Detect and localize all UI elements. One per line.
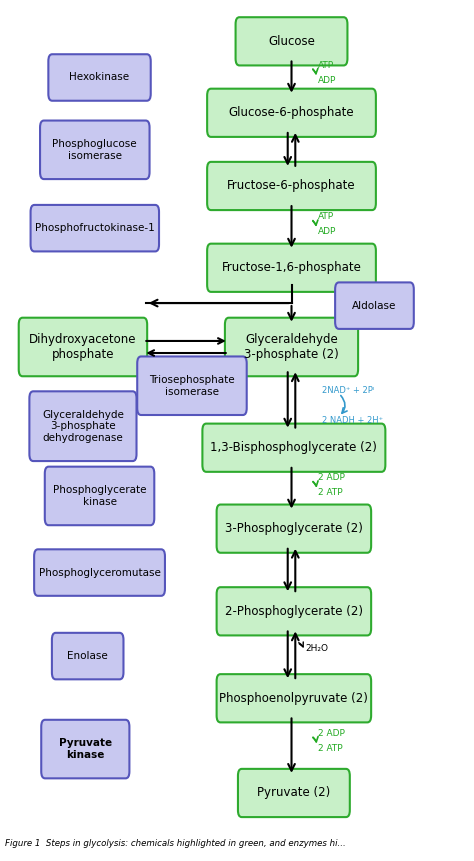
Text: Glyceraldehyde
3-phosphate
dehydrogenase: Glyceraldehyde 3-phosphate dehydrogenase bbox=[42, 410, 124, 443]
Text: 2 ATP: 2 ATP bbox=[318, 488, 342, 497]
Text: 3-Phosphoglycerate (2): 3-Phosphoglycerate (2) bbox=[225, 522, 363, 536]
Text: Pyruvate
kinase: Pyruvate kinase bbox=[59, 738, 112, 760]
Text: Figure 1  Steps in glycolysis: chemicals highlighted in green, and enzymes hi...: Figure 1 Steps in glycolysis: chemicals … bbox=[5, 839, 346, 848]
FancyBboxPatch shape bbox=[202, 424, 385, 472]
Text: Phosphoglycerate
kinase: Phosphoglycerate kinase bbox=[53, 485, 146, 507]
Text: Phosphoglucose
isomerase: Phosphoglucose isomerase bbox=[53, 139, 137, 161]
Text: ADP: ADP bbox=[318, 76, 336, 84]
Text: Phosphoglyceromutase: Phosphoglyceromutase bbox=[38, 567, 161, 578]
FancyBboxPatch shape bbox=[217, 587, 371, 635]
FancyBboxPatch shape bbox=[40, 121, 149, 179]
Text: Glucose-6-phosphate: Glucose-6-phosphate bbox=[228, 106, 355, 120]
Text: Pyruvate (2): Pyruvate (2) bbox=[257, 786, 330, 800]
FancyBboxPatch shape bbox=[238, 769, 350, 817]
Text: Phosphofructokinase-1: Phosphofructokinase-1 bbox=[35, 223, 155, 233]
Text: Phosphoenolpyruvate (2): Phosphoenolpyruvate (2) bbox=[219, 691, 368, 705]
FancyBboxPatch shape bbox=[34, 549, 165, 596]
Text: ATP: ATP bbox=[318, 213, 334, 221]
FancyBboxPatch shape bbox=[48, 54, 151, 101]
Text: ADP: ADP bbox=[318, 227, 336, 236]
Text: Glyceraldehyde
3-phosphate (2): Glyceraldehyde 3-phosphate (2) bbox=[244, 333, 339, 361]
Text: 2 ATP: 2 ATP bbox=[318, 744, 342, 753]
Text: Fructose-6-phosphate: Fructose-6-phosphate bbox=[227, 179, 356, 193]
Text: Aldolase: Aldolase bbox=[352, 300, 397, 311]
FancyBboxPatch shape bbox=[18, 318, 147, 376]
FancyBboxPatch shape bbox=[29, 391, 137, 461]
FancyBboxPatch shape bbox=[207, 244, 376, 292]
FancyBboxPatch shape bbox=[41, 720, 129, 778]
FancyBboxPatch shape bbox=[217, 505, 371, 553]
Text: Fructose-1,6-phosphate: Fructose-1,6-phosphate bbox=[221, 261, 362, 275]
FancyBboxPatch shape bbox=[236, 17, 347, 65]
Text: 2 ADP: 2 ADP bbox=[318, 729, 345, 738]
FancyBboxPatch shape bbox=[52, 633, 123, 679]
Text: 2-Phosphoglycerate (2): 2-Phosphoglycerate (2) bbox=[225, 604, 363, 618]
Text: 2 ADP: 2 ADP bbox=[318, 474, 345, 482]
Text: Dihydroxyacetone
phosphate: Dihydroxyacetone phosphate bbox=[29, 333, 137, 361]
Text: 2H₂O: 2H₂O bbox=[306, 644, 329, 653]
FancyBboxPatch shape bbox=[137, 356, 246, 415]
FancyBboxPatch shape bbox=[207, 89, 376, 137]
FancyBboxPatch shape bbox=[217, 674, 371, 722]
Text: Enolase: Enolase bbox=[67, 651, 108, 661]
FancyBboxPatch shape bbox=[30, 205, 159, 251]
FancyBboxPatch shape bbox=[225, 318, 358, 376]
Text: Glucose: Glucose bbox=[268, 34, 315, 48]
Text: 2 NADH + 2H⁺: 2 NADH + 2H⁺ bbox=[322, 416, 383, 424]
Text: Triosephosphate
isomerase: Triosephosphate isomerase bbox=[149, 375, 235, 397]
FancyBboxPatch shape bbox=[207, 162, 376, 210]
FancyBboxPatch shape bbox=[335, 282, 414, 329]
Text: ATP: ATP bbox=[318, 61, 334, 70]
Text: 1,3-Bisphosphoglycerate (2): 1,3-Bisphosphoglycerate (2) bbox=[210, 441, 377, 455]
Text: Hexokinase: Hexokinase bbox=[70, 72, 129, 83]
FancyBboxPatch shape bbox=[45, 467, 155, 525]
Text: 2NAD⁺ + 2Pᴵ: 2NAD⁺ + 2Pᴵ bbox=[322, 386, 374, 394]
